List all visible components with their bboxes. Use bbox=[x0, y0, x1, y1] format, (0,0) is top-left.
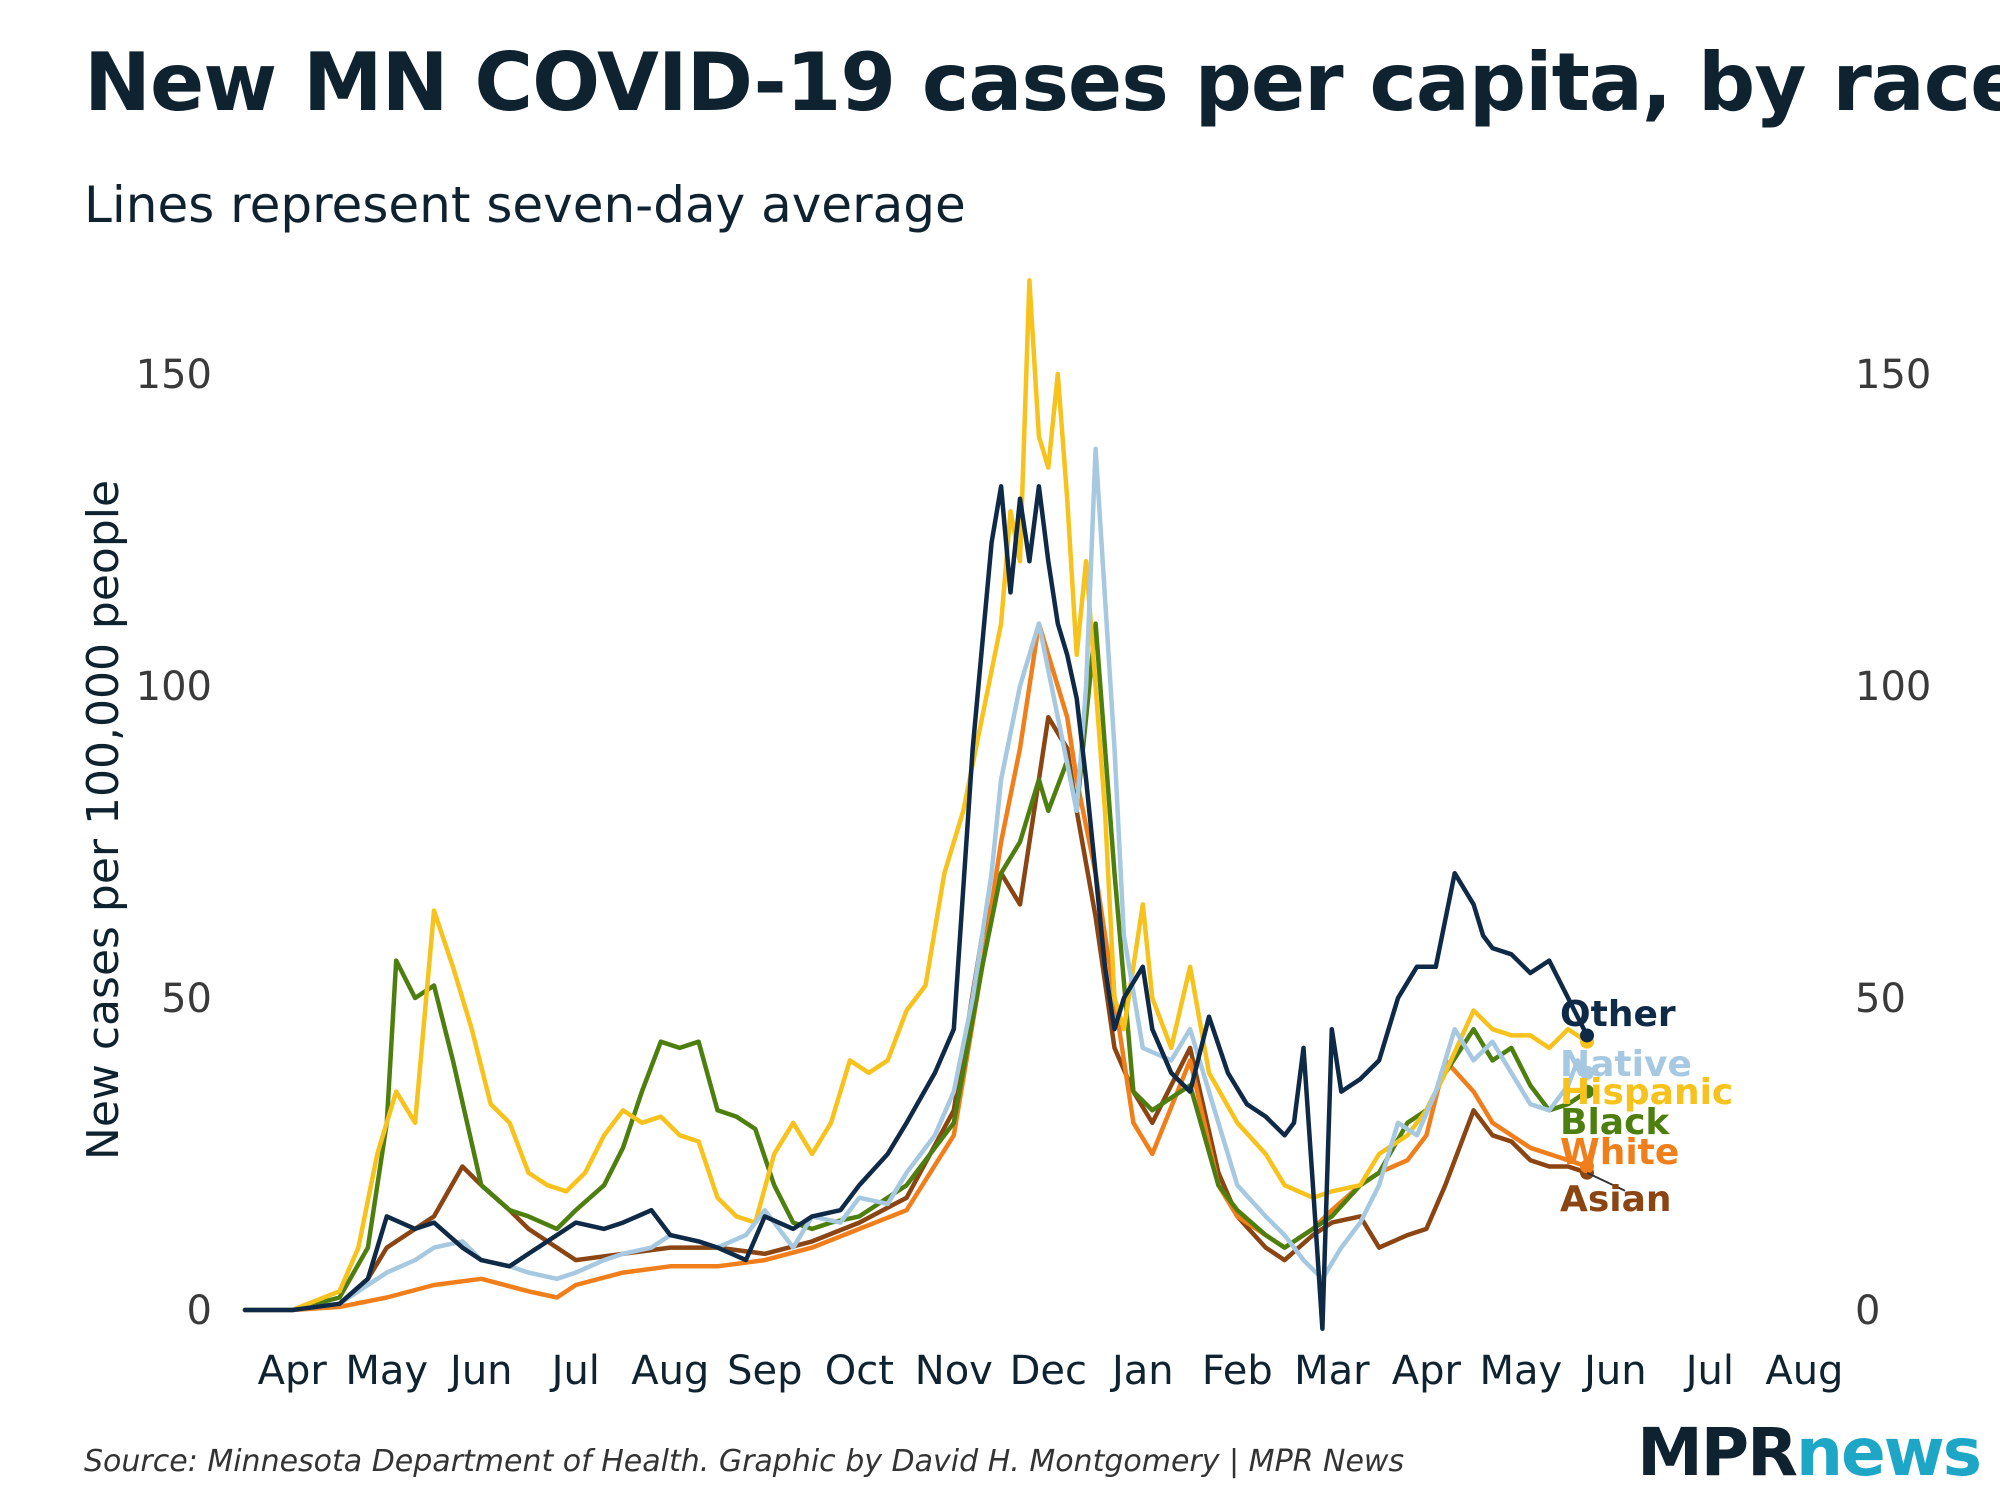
end-marker-other bbox=[1580, 1028, 1595, 1043]
y-tick-label-left: 150 bbox=[136, 352, 212, 398]
series-line-native bbox=[242, 446, 1590, 1313]
y-axis-label: New cases per 100,000 people bbox=[78, 480, 129, 1160]
y-tick-label-left: 0 bbox=[187, 1288, 212, 1334]
end-marker-black bbox=[1580, 1084, 1595, 1099]
x-tick-label: Oct bbox=[825, 1348, 894, 1394]
y-axis-label-group: New cases per 100,000 people bbox=[78, 480, 129, 1160]
x-tick-label: Sep bbox=[727, 1348, 802, 1394]
y-tick-label-right: 100 bbox=[1855, 664, 1931, 710]
end-marker-white bbox=[1580, 1159, 1595, 1174]
x-tick-label: Jun bbox=[1581, 1348, 1647, 1394]
x-tick-label: Nov bbox=[915, 1348, 993, 1394]
x-tick-label: Aug bbox=[631, 1348, 709, 1394]
x-tick-label: May bbox=[345, 1348, 428, 1394]
logo-mpr: MPR bbox=[1637, 1414, 1798, 1491]
y-ticks-left: 0 50 100 150 bbox=[136, 352, 212, 1334]
chart-subtitle: Lines represent seven-day average bbox=[84, 176, 966, 234]
x-tick-label: Apr bbox=[258, 1348, 328, 1394]
line-label-black: Black bbox=[1560, 1102, 1670, 1143]
line-label-hispanic: Hispanic bbox=[1560, 1072, 1733, 1113]
series-line-white bbox=[242, 621, 1590, 1313]
line-label-other: Other bbox=[1560, 994, 1676, 1035]
x-tick-label: Dec bbox=[1010, 1348, 1087, 1394]
series-lines bbox=[242, 278, 1590, 1331]
x-tick-label: Jan bbox=[1109, 1348, 1174, 1394]
x-tick-label: Jul bbox=[1683, 1348, 1734, 1394]
chart-title: New MN COVID-19 cases per capita, by rac… bbox=[84, 36, 2000, 129]
line-label-white: White bbox=[1560, 1132, 1679, 1173]
line-label-native: Native bbox=[1560, 1044, 1692, 1085]
x-tick-label: Mar bbox=[1294, 1348, 1370, 1394]
y-tick-label-left: 100 bbox=[136, 664, 212, 710]
x-tick-label: Apr bbox=[1392, 1348, 1462, 1394]
series-line-black bbox=[242, 621, 1590, 1313]
series-line-other bbox=[242, 484, 1590, 1331]
line-label-asian: Asian bbox=[1560, 1179, 1672, 1220]
end-marker-native bbox=[1580, 1065, 1595, 1080]
series-line-asian bbox=[242, 714, 1590, 1313]
y-tick-label-right: 150 bbox=[1855, 352, 1931, 398]
x-tick-label: Feb bbox=[1202, 1348, 1273, 1394]
y-ticks-right: 0 50 100 150 bbox=[1855, 352, 1931, 1334]
source-note: Source: Minnesota Department of Health. … bbox=[84, 1444, 1405, 1479]
x-tick-label: May bbox=[1480, 1348, 1563, 1394]
logo-news: news bbox=[1795, 1414, 1982, 1491]
x-ticks: Apr May Jun Jul Aug Sep Oct Nov Dec Jan Feb Mar Apr M… bbox=[258, 1348, 1844, 1394]
y-tick-label-left: 50 bbox=[161, 976, 212, 1022]
x-tick-label: Jul bbox=[549, 1348, 600, 1394]
x-tick-label: Aug bbox=[1765, 1348, 1843, 1394]
series-line-hispanic bbox=[242, 278, 1590, 1313]
y-tick-label-right: 0 bbox=[1855, 1288, 1880, 1334]
asian-leader-line bbox=[1586, 1171, 1626, 1192]
mpr-news-logo: MPRnews bbox=[1637, 1414, 1982, 1491]
x-tick-label: Jun bbox=[447, 1348, 513, 1394]
y-tick-label-right: 50 bbox=[1855, 976, 1906, 1022]
